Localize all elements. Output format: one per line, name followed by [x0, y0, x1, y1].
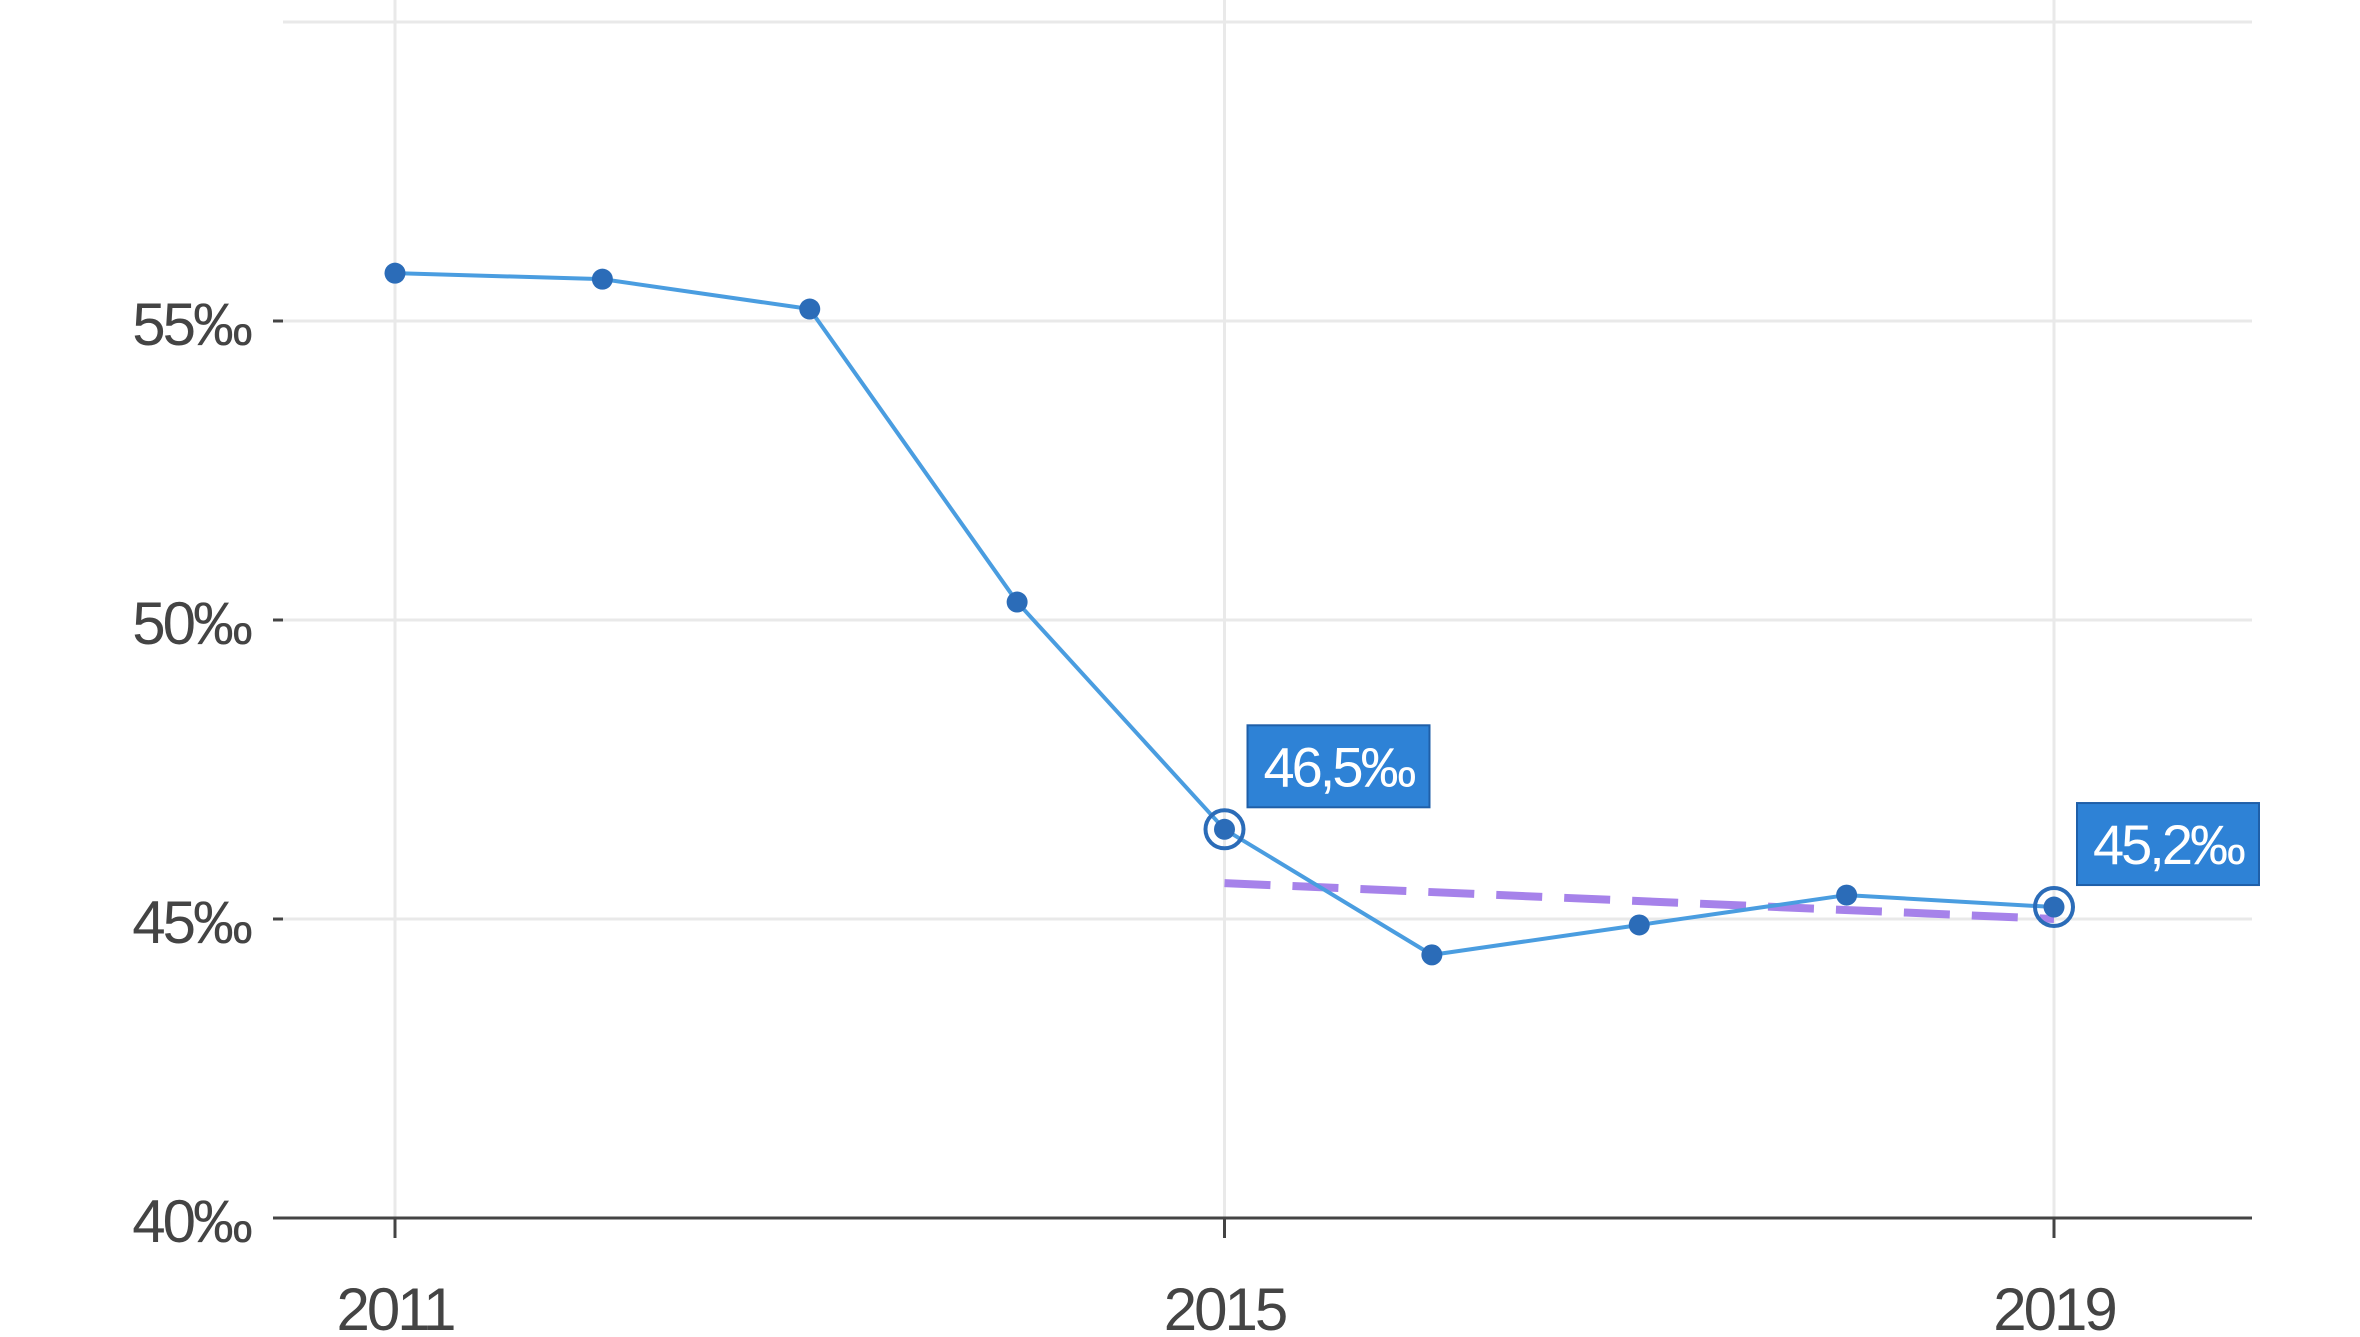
- y-tick-label: 40‰: [132, 1188, 252, 1255]
- x-tick-label: 2011: [336, 1276, 454, 1332]
- callout-box: [1246, 724, 1431, 809]
- data-point: [1214, 818, 1235, 840]
- y-tick-label: 50‰: [132, 590, 252, 657]
- data-point: [2043, 896, 2065, 918]
- x-tick-label: 2019: [1993, 1276, 2115, 1332]
- data-point: [1006, 591, 1028, 613]
- callout-box: [2076, 802, 2260, 887]
- callout-label: 45,2‰: [2093, 813, 2245, 876]
- data-point: [1421, 944, 1443, 966]
- data-point: [799, 298, 821, 320]
- axis-layer: 40‰ 45‰ 50‰ 55‰ 2011 2015 2019: [132, 291, 2252, 1337]
- y-tick-label: 45‰: [132, 889, 252, 956]
- callout-ring: [1203, 808, 1246, 851]
- callout-layer: 46,5‰ 45,2‰: [1203, 724, 2260, 929]
- data-point: [591, 268, 613, 290]
- grid-layer: [283, 0, 2252, 1218]
- series-layer: [384, 262, 2065, 966]
- data-point: [1628, 914, 1650, 936]
- trend-layer: [1224, 879, 2055, 923]
- data-point: [1836, 884, 1858, 906]
- data-point: [384, 262, 406, 284]
- callout-ring: [2033, 886, 2075, 929]
- callout-label: 46,5‰: [1264, 735, 1416, 798]
- y-tick-label: 55‰: [132, 291, 252, 358]
- x-tick-label: 2015: [1164, 1276, 1286, 1332]
- trend-line: [1224, 879, 2055, 923]
